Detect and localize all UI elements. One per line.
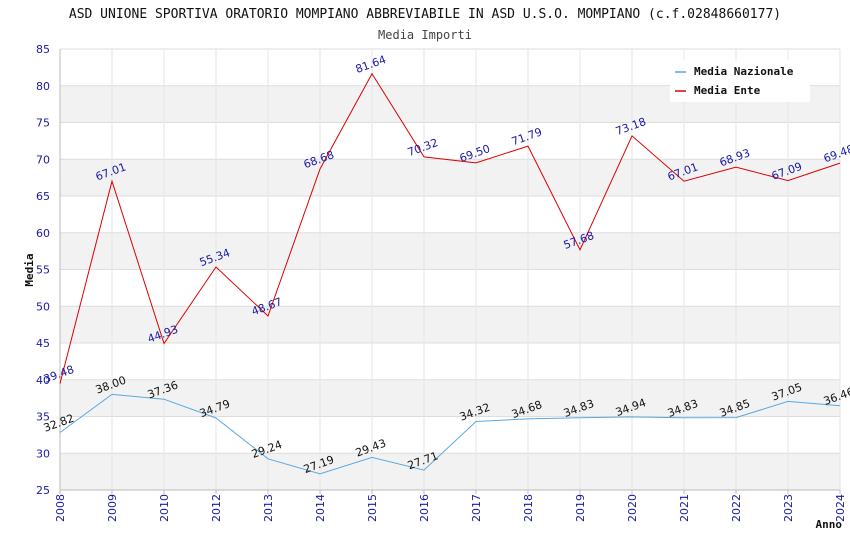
plot-band — [60, 159, 840, 196]
x-tick-label: 2019 — [574, 494, 587, 522]
x-tick-label: 2021 — [678, 494, 691, 522]
x-tick-label: 2008 — [54, 494, 67, 522]
y-axis-ticks: 25 30 35 40 45 50 55 60 65 70 75 80 85 — [36, 43, 50, 497]
plot-band — [60, 379, 840, 417]
x-tick-label: 2018 — [522, 494, 535, 522]
x-tick-label: 2013 — [262, 494, 275, 522]
x-tick-label: 2015 — [366, 494, 379, 522]
y-axis-label: Media — [23, 253, 36, 286]
grid-lines — [59, 48, 841, 491]
legend-label-media-nazionale: Media Nazionale — [694, 65, 794, 78]
series-line-media-nazionale — [59, 393, 841, 475]
y-tick-label: 50 — [36, 300, 50, 313]
y-tick-label: 25 — [36, 484, 50, 497]
x-tick-label: 2022 — [730, 494, 743, 522]
y-tick-label: 60 — [36, 227, 50, 240]
y-tick-label: 80 — [36, 80, 50, 93]
x-tick-label: 2009 — [106, 494, 119, 522]
x-axis-label: Anno — [816, 518, 843, 531]
plot-band — [60, 306, 840, 343]
x-tick-label: 2020 — [626, 494, 639, 522]
y-tick-label: 55 — [36, 264, 50, 277]
series-layer — [59, 72, 841, 475]
legend-box — [670, 60, 810, 102]
x-tick-label: 2010 — [158, 494, 171, 522]
plot-band — [60, 453, 840, 490]
x-tick-label: 2024 — [834, 494, 847, 522]
chart-title: ASD UNIONE SPORTIVA ORATORIO MOMPIANO AB… — [69, 7, 781, 22]
legend: Media Nazionale Media Ente — [670, 60, 810, 102]
x-tick-label: 2014 — [314, 494, 327, 522]
chart-subtitle: Media Importi — [378, 28, 472, 42]
x-axis-ticks: 2008 2009 2010 2012 2013 2014 2015 2016 2017 2018… — [54, 490, 847, 522]
y-tick-label: 40 — [36, 374, 50, 387]
x-tick-label: 2023 — [782, 494, 795, 522]
x-tick-label: 2016 — [418, 494, 431, 522]
plot-band — [60, 232, 840, 270]
y-tick-label: 65 — [36, 190, 50, 203]
y-tick-label: 70 — [36, 153, 50, 166]
y-tick-label: 85 — [36, 43, 50, 56]
y-tick-label: 75 — [36, 117, 50, 130]
legend-label-media-ente: Media Ente — [694, 84, 761, 97]
series-line-media-ente — [59, 72, 841, 384]
y-tick-label: 30 — [36, 447, 50, 460]
x-tick-label: 2017 — [470, 494, 483, 522]
y-tick-label: 35 — [36, 411, 50, 424]
x-tick-label: 2012 — [210, 494, 223, 522]
y-tick-label: 45 — [36, 337, 50, 350]
